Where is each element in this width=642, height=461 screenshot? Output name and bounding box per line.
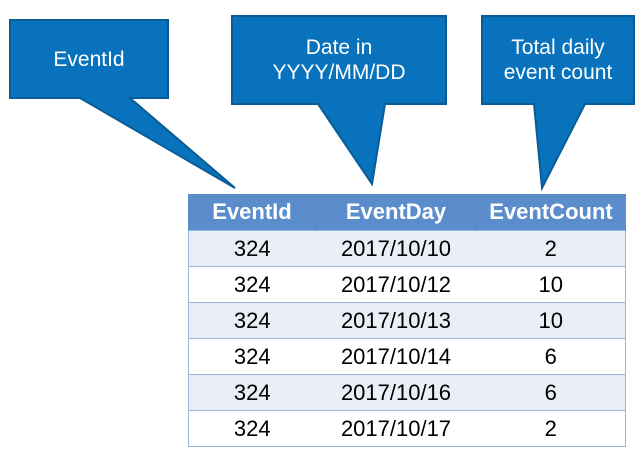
cell-event-id: 324 bbox=[188, 374, 316, 411]
callout-event-count-line-2: event count bbox=[503, 61, 613, 84]
cell-event-count: 6 bbox=[476, 338, 626, 375]
callout-event-day-shape bbox=[231, 15, 447, 187]
callout-event-day-line-2: YYYY/MM/DD bbox=[272, 61, 406, 84]
callout-event-id-text: EventId bbox=[10, 20, 168, 98]
table-row: 324 2017/10/13 10 bbox=[188, 302, 626, 339]
cell-event-count: 2 bbox=[476, 230, 626, 267]
cell-event-id: 324 bbox=[188, 338, 316, 375]
cell-event-day: 2017/10/13 bbox=[315, 302, 477, 339]
callout-event-count-shape bbox=[481, 15, 635, 192]
table-row: 324 2017/10/17 2 bbox=[188, 410, 626, 447]
table-row: 324 2017/10/16 6 bbox=[188, 374, 626, 411]
cell-event-count: 10 bbox=[476, 302, 626, 339]
cell-event-id: 324 bbox=[188, 230, 316, 267]
cell-event-day: 2017/10/12 bbox=[315, 266, 477, 303]
table-header-row: EventId EventDay EventCount bbox=[188, 194, 626, 231]
cell-event-count: 2 bbox=[476, 410, 626, 447]
callout-event-id-line: EventId bbox=[53, 47, 125, 71]
cell-event-id: 324 bbox=[188, 302, 316, 339]
header-event-day: EventDay bbox=[315, 194, 477, 231]
cell-event-day: 2017/10/17 bbox=[315, 410, 477, 447]
table-row: 324 2017/10/14 6 bbox=[188, 338, 626, 375]
callout-event-count-text: Total daily event count bbox=[482, 16, 634, 104]
events-table: EventId EventDay EventCount 324 2017/10/… bbox=[188, 194, 626, 447]
table-row: 324 2017/10/12 10 bbox=[188, 266, 626, 303]
callout-event-day-text: Date in YYYY/MM/DD bbox=[232, 16, 446, 104]
table-row: 324 2017/10/10 2 bbox=[188, 230, 626, 267]
cell-event-count: 10 bbox=[476, 266, 626, 303]
cell-event-day: 2017/10/14 bbox=[315, 338, 477, 375]
callout-event-count-line-1: Total daily bbox=[511, 36, 605, 59]
cell-event-day: 2017/10/16 bbox=[315, 374, 477, 411]
header-event-count: EventCount bbox=[476, 194, 626, 231]
cell-event-count: 6 bbox=[476, 374, 626, 411]
callout-event-day-line-1: Date in bbox=[305, 36, 373, 59]
cell-event-id: 324 bbox=[188, 266, 316, 303]
cell-event-id: 324 bbox=[188, 410, 316, 447]
cell-event-day: 2017/10/10 bbox=[315, 230, 477, 267]
callout-event-id-shape bbox=[9, 19, 236, 189]
header-event-id: EventId bbox=[188, 194, 316, 231]
